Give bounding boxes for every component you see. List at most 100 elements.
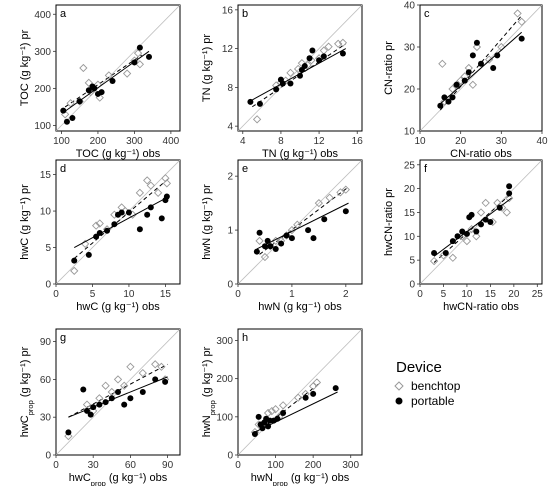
panel-b-ytick-label-2: 12: [222, 44, 234, 55]
panel-g-point-portable-11: [139, 389, 146, 395]
panel-c-point-portable-11: [494, 52, 501, 59]
panel-g-letter: g: [60, 332, 66, 344]
panel-f-point-benchtop-7: [476, 208, 486, 217]
panel-e-point-portable-3: [264, 237, 271, 244]
panel-b-xtick-label-1: 8: [278, 136, 284, 147]
panel-d-point-benchtop-11: [146, 181, 155, 190]
panel-f-point-portable-9: [478, 221, 484, 228]
panel-b-point-portable-10: [309, 47, 316, 54]
panel-b-xtick-label-3: 16: [352, 136, 364, 147]
panel-e-point-portable-10: [310, 235, 317, 242]
panel-g-xtick-label-0: 0: [53, 460, 59, 471]
panel-a-point-benchtop-9: [122, 69, 132, 78]
panel-d-xtick-label-0: 0: [53, 289, 59, 300]
panel-f-ytick-label-4: 20: [404, 184, 416, 195]
panel-b-point-portable-5: [287, 80, 294, 87]
panel-b-ytick-label-0: 4: [227, 122, 233, 133]
panel-f-series-portable: [431, 183, 513, 257]
panel-d-point-benchtop-10: [143, 176, 152, 185]
panel-c: 10 20 30 40 10 20 30 40 c CN-ratio obs CN-ratio pr: [383, 1, 548, 161]
panel-h-ytick-label-3: 300: [216, 336, 233, 347]
panel-e-xtick-label-0: 0: [235, 289, 241, 300]
panel-e-point-portable-1: [256, 229, 263, 236]
panel-h-point-portable-13: [332, 385, 339, 392]
panel-h-xtick-label-2: 200: [305, 460, 322, 471]
panel-b-plot-area: [238, 5, 362, 131]
panel-e-point-benchtop-10: [336, 188, 345, 197]
panel-b-point-benchtop-13: [338, 38, 348, 47]
panel-a-fit-benchtop: [64, 54, 142, 108]
panel-b-point-portable-12: [320, 53, 327, 60]
panel-b-point-portable-11: [316, 57, 323, 64]
panel-f-xtick-label-3: 15: [485, 289, 497, 300]
panel-g-point-portable-7: [108, 395, 115, 402]
panel-e-point-portable-4: [267, 243, 274, 250]
panel-a-ytick-label-0: 100: [34, 121, 51, 132]
legend-marker-portable: [395, 397, 403, 405]
panel-e-point-portable-5: [272, 245, 279, 252]
panel-a-point-portable-0: [60, 107, 67, 114]
panel-f-point-portable-3: [454, 233, 461, 240]
panel-c-point-portable-10: [490, 65, 497, 71]
panel-a-point-portable-3: [76, 98, 83, 105]
panel-d-point-portable-9: [136, 226, 143, 233]
panel-g-point-portable-5: [96, 401, 103, 408]
panel-c-point-portable-8: [473, 39, 480, 46]
panel-d-point-benchtop-9: [135, 188, 145, 197]
panel-a-point-benchtop-4: [84, 78, 93, 87]
panel-b-ytick-label-1: 8: [227, 83, 233, 94]
panel-d-point-portable-7: [118, 209, 125, 216]
panel-c-xtick-label-0: 10: [414, 136, 426, 147]
panel-d-point-benchtop-14: [162, 179, 172, 188]
panel-d-point-portable-14: [163, 193, 170, 200]
panel-f-point-portable-12: [496, 204, 503, 211]
panel-g-ylabel: hwCprop (g kg⁻¹) pr: [19, 346, 35, 437]
panel-h-point-portable-6: [265, 423, 272, 430]
panel-e-point-portable-8: [288, 235, 295, 242]
panel-g-point-portable-9: [121, 401, 128, 408]
panel-f-point-benchtop-4: [462, 236, 472, 246]
panel-a-point-benchtop-8: [104, 71, 114, 80]
panel-c-letter: c: [424, 8, 430, 20]
panel-c-series-portable: [437, 31, 525, 109]
panel-f-letter: f: [424, 163, 428, 175]
panel-e-point-portable-7: [283, 232, 290, 239]
panel-g-point-benchtop-11: [157, 362, 166, 371]
panel-c-ytick-label-0: 10: [404, 127, 416, 138]
panel-c-point-portable-6: [465, 69, 472, 76]
panel-a-letter: a: [60, 8, 67, 20]
legend: Device benchtop portable: [394, 359, 461, 408]
panel-c-ytick-label-2: 30: [404, 43, 416, 54]
panel-c-point-portable-9: [478, 60, 484, 67]
panel-b-point-portable-8: [301, 63, 308, 70]
panel-h: 0 100 200 300 0 100 200 300 h hwNprop (g kg⁻¹) ob…: [201, 328, 363, 486]
panel-d-xtick-label-3: 15: [160, 289, 172, 300]
panel-c-point-portable-5: [461, 77, 468, 84]
panel-f-point-portable-14: [506, 190, 513, 197]
panel-a-point-portable-1: [63, 118, 70, 125]
panel-h-xtick-label-0: 0: [235, 460, 241, 471]
panel-h-point-portable-3: [259, 425, 266, 432]
panel-e-point-benchtop-1: [260, 252, 270, 262]
panel-e-xtick-label-1: 1: [289, 289, 295, 300]
panel-b-point-benchtop-11: [324, 42, 333, 51]
panel-d-ytick-label-2: 10: [40, 207, 52, 218]
panel-f-ytick-label-1: 5: [409, 256, 415, 267]
panel-h-ytick-label-0: 0: [227, 451, 233, 462]
panel-g-point-benchtop-4: [101, 381, 110, 390]
panel-b-xlabel: TN (g kg⁻¹) obs: [262, 148, 339, 160]
panel-g-point-portable-1: [80, 386, 87, 393]
panel-c-point-portable-3: [449, 94, 456, 101]
panel-g: 0 30 60 90 0 30 60 90 g hwCprop (g kg⁻¹) obs hwCpr…: [19, 328, 181, 486]
legend-entry-benchtop: benchtop: [394, 379, 461, 393]
panel-g-ytick-label-0: 0: [45, 451, 51, 462]
legend-marker-benchtop: [394, 381, 404, 391]
panel-e-letter: e: [242, 163, 248, 175]
panel-b-point-portable-0: [247, 98, 254, 105]
panel-b: 4 8 12 16 4 8 12 16 b TN (g kg⁻¹) obs TN (g kg⁻¹) …: [201, 4, 364, 160]
panel-a-identity-line: [56, 5, 180, 131]
legend-label-portable: portable: [411, 394, 455, 408]
panel-c-point-benchtop-9: [472, 42, 482, 52]
